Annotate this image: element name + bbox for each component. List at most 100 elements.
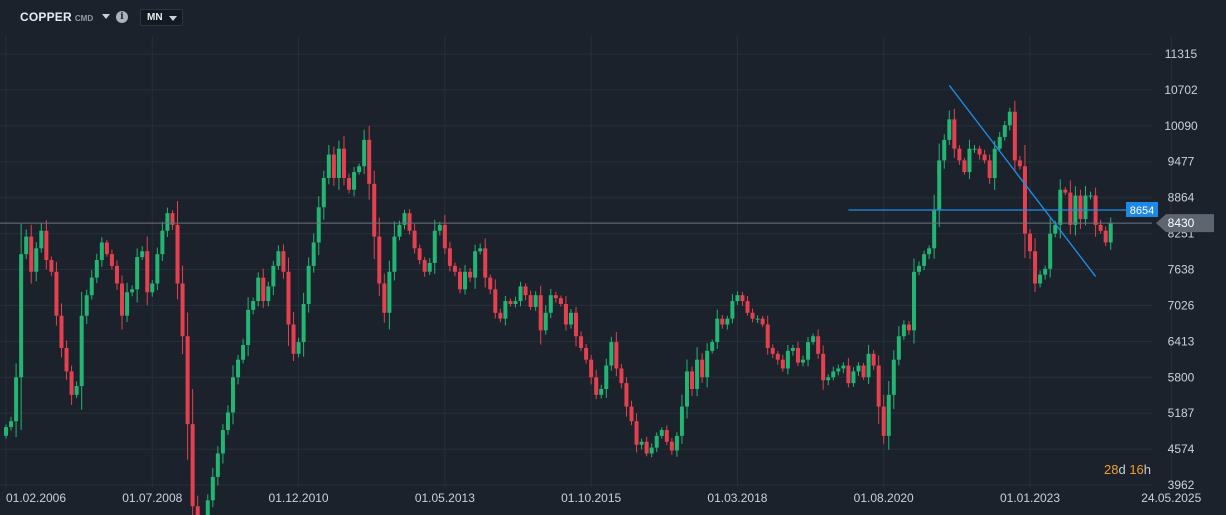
candle-body [831,371,836,378]
candle-body [1063,189,1068,193]
candle-body [94,260,99,278]
candle-body [387,271,392,313]
candle-body [241,345,246,360]
candle-body [1078,195,1083,220]
candle-body [790,347,795,351]
current-price-label: 8430 [1168,216,1195,230]
candle-body [992,148,997,178]
candle-body [811,336,816,343]
candle-body [574,312,579,337]
candle-body [710,342,715,351]
candle-body [125,292,130,316]
candle-body [74,386,79,395]
candle-body [493,289,498,313]
candle-body [225,412,230,431]
candle-body [881,406,886,436]
candle-body [1012,111,1017,161]
candle-body [14,377,19,422]
candle-body [1038,274,1043,284]
candle-body [629,406,634,422]
candle-body [483,248,488,278]
candle-body [579,336,584,348]
candle-body [927,248,932,255]
y-tick-label: 10702 [1164,83,1198,97]
x-tick-label: 01.03.2018 [707,491,767,505]
candle-body [498,312,503,319]
candle-body [185,336,190,425]
candle-body [392,236,397,272]
candle-body [528,295,533,307]
chart-toolbar: COPPER CMD i MN [0,0,1226,36]
candle-body [967,148,972,173]
candle-body [1033,251,1038,284]
candle-body [276,251,281,266]
candle-body [372,183,377,237]
candle-body [614,342,619,369]
candle-body [397,224,402,237]
candle-body [674,435,679,451]
candle-body [463,271,468,290]
candle-body [377,236,382,284]
y-tick-label: 5800 [1168,370,1195,384]
timeframe-select[interactable]: MN [140,9,183,26]
candle-body [1022,166,1027,234]
x-tick-label: 01.01.2023 [1000,491,1060,505]
candle-body [841,365,846,369]
candle-body [725,318,730,325]
candle-body [69,371,74,395]
candle-body [533,295,538,307]
candle-body [104,242,109,255]
candle-body [220,430,225,454]
symbol-exchange: CMD [74,14,94,23]
candle-body [669,441,674,451]
candle-body [468,271,473,278]
candle-body [326,154,331,178]
candle-body [417,248,422,261]
candle-body [801,359,806,363]
bar-countdown: 28d 16h [1104,462,1151,477]
symbol-name: COPPER [20,10,72,24]
candle-body [917,265,922,272]
candle-body [876,365,881,407]
candle-body [634,421,639,445]
candle-body [664,430,669,442]
countdown-days-unit: d [1118,462,1126,477]
candle-body [1098,224,1103,231]
candle-body [553,295,558,299]
symbol-selector[interactable]: COPPER CMD [20,10,111,24]
countdown-days: 28 [1104,462,1119,477]
countdown-hours: 16 [1129,462,1144,477]
candle-body [513,301,518,304]
candle-body [1083,195,1088,220]
info-icon[interactable]: i [116,11,128,23]
candle-body [412,230,417,249]
candle-body [659,430,664,436]
candle-body [624,383,629,407]
level-tag [1126,201,1158,217]
candle-body [39,230,44,249]
candle-body [135,257,140,290]
trendline[interactable] [948,84,1097,277]
candle-body [947,119,952,140]
candle-body [649,447,654,454]
candle-body [215,453,220,477]
candle-body [175,224,180,284]
candle-body [543,312,548,331]
candle-body [679,406,684,436]
candle-body [906,324,911,331]
candle-body [145,251,150,293]
x-tick-label: 24.05.2025 [1141,491,1201,505]
candle-body [44,230,49,261]
x-tick-label: 01.07.2008 [122,491,182,505]
candle-body [357,166,362,173]
candle-body [851,371,856,384]
candle-body [210,476,215,501]
candle-body [432,230,437,263]
candle-body [1002,125,1007,137]
candle-body [150,283,155,293]
candle-body [286,271,291,325]
chevron-down-icon [169,16,177,21]
candle-body [518,286,523,302]
candle-body [1068,192,1073,225]
